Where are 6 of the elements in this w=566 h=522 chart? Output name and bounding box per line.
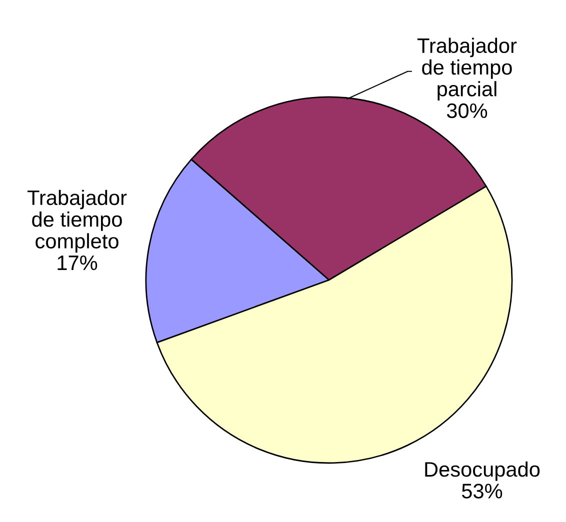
data-label: 53% — [462, 484, 502, 498]
slice-label: Trabajador de tiempo completo — [28, 190, 127, 253]
slice-label: Desocupado — [425, 461, 540, 481]
data-label: 17% — [58, 256, 98, 270]
data-label: 30% — [446, 103, 488, 118]
slice-label: Trabajador de tiempo parcial — [417, 38, 517, 101]
